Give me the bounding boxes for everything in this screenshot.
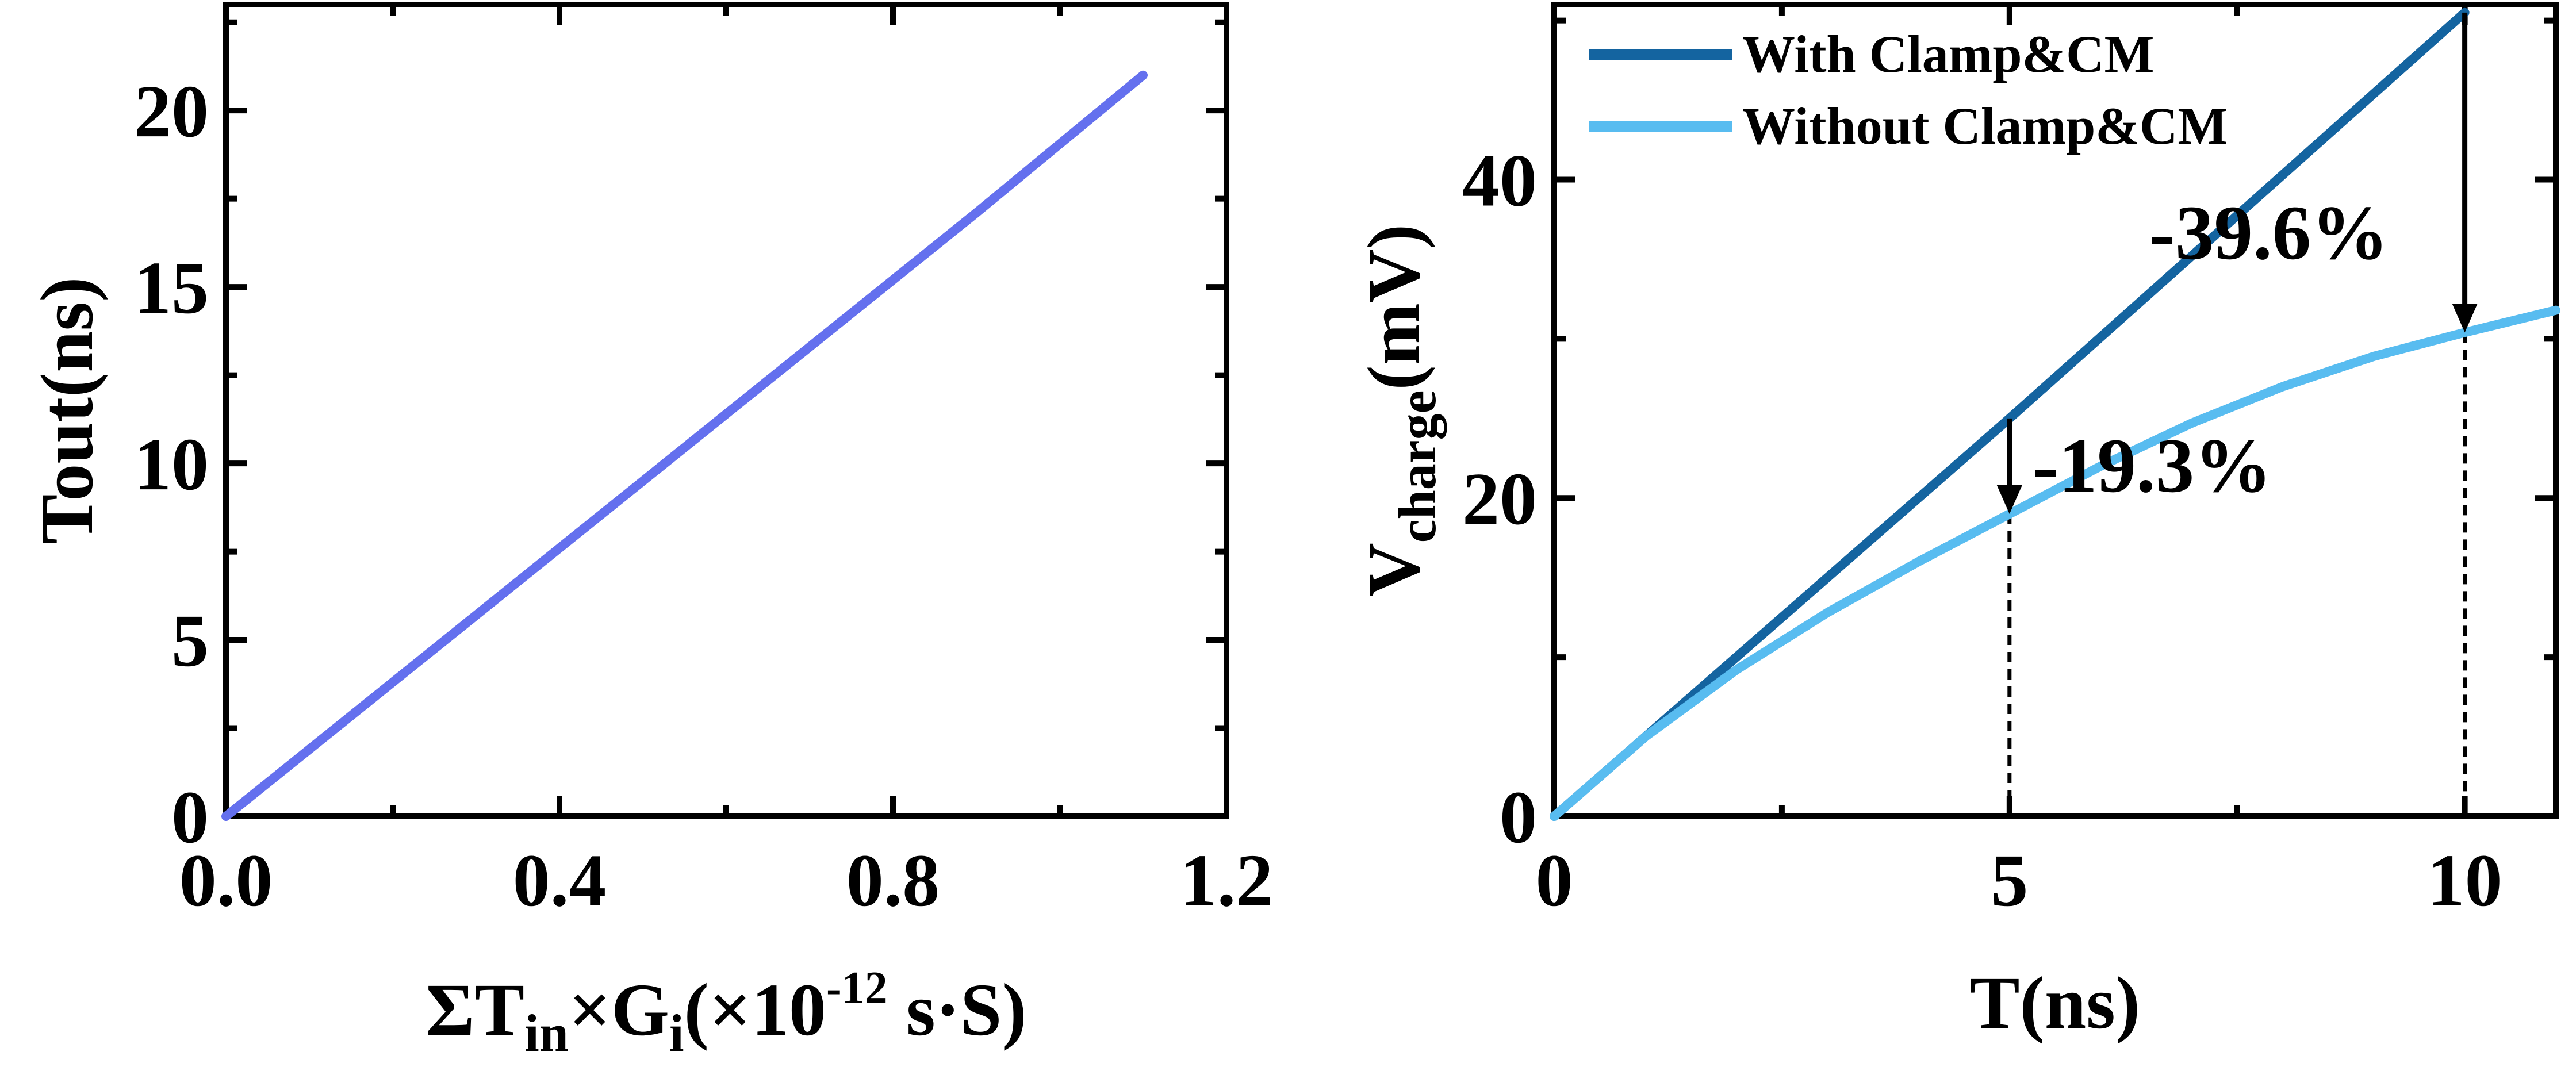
- chart-vcharge: 0 5 10 0 20 40 With Clamp&CM Without Clamp&C…: [1353, 2, 2560, 1045]
- y-tick-labels: 0 5 10 15 20: [134, 70, 209, 859]
- legend: With Clamp&CM Without Clamp&CM: [1589, 25, 2228, 155]
- y-tick-label: 20: [134, 70, 209, 153]
- annotation-arrows: [1996, 12, 2478, 514]
- series-line-tout: [221, 70, 1148, 821]
- x-tick-label: 0.0: [179, 839, 273, 922]
- x-tick-label: 1.2: [1180, 839, 1274, 922]
- x-tick-label: 10: [2428, 839, 2502, 922]
- y-tick-label: 0: [171, 776, 209, 859]
- annotation-label-39-6: -39.6%: [2149, 190, 2389, 276]
- plot-frame: [1551, 2, 2559, 819]
- y-axis-label: Tout(ns): [26, 277, 109, 544]
- annotation-arrow-head: [2452, 304, 2478, 333]
- chart-tout: 0.0 0.4 0.8 1.2 0 5 10 15 20 ΣTin×Gi(×10-12 s·S…: [26, 2, 1274, 1062]
- annotation-arrow-head: [1996, 485, 2022, 514]
- y-tick-label: 5: [171, 600, 209, 682]
- x-axis-label: ΣTin×Gi(×10-12 s·S): [425, 963, 1026, 1062]
- series-line-without-clamp: [1550, 305, 2560, 821]
- x-tick-label: 0.8: [846, 839, 940, 922]
- series-group: [1550, 7, 2560, 821]
- x-tick-label: 5: [1991, 839, 2028, 922]
- x-tick-label: 0.4: [513, 839, 607, 922]
- reference-lines: [2007, 332, 2467, 816]
- y-tick-label: 0: [1500, 776, 1537, 859]
- x-tick-labels: 0 5 10: [1536, 839, 2502, 922]
- tick-marks: [223, 5, 1229, 819]
- series-group: [221, 70, 1148, 821]
- legend-label-without-clamp: Without Clamp&CM: [1742, 97, 2228, 155]
- y-axis-label: Vcharge(mV): [1353, 224, 1447, 597]
- x-tick-labels: 0.0 0.4 0.8 1.2: [179, 839, 1274, 922]
- series-line-with-clamp: [1550, 7, 2470, 821]
- annotation-label-19-3: -19.3%: [2033, 423, 2272, 509]
- y-tick-label: 15: [134, 247, 209, 329]
- legend-label-with-clamp: With Clamp&CM: [1742, 25, 2154, 83]
- x-tick-label: 0: [1536, 839, 1573, 922]
- y-tick-label: 40: [1462, 140, 1537, 222]
- y-tick-label: 10: [134, 423, 209, 506]
- x-axis-label: T(ns): [1970, 962, 2140, 1045]
- y-tick-labels: 0 20 40: [1462, 140, 1537, 859]
- y-tick-label: 20: [1462, 458, 1537, 540]
